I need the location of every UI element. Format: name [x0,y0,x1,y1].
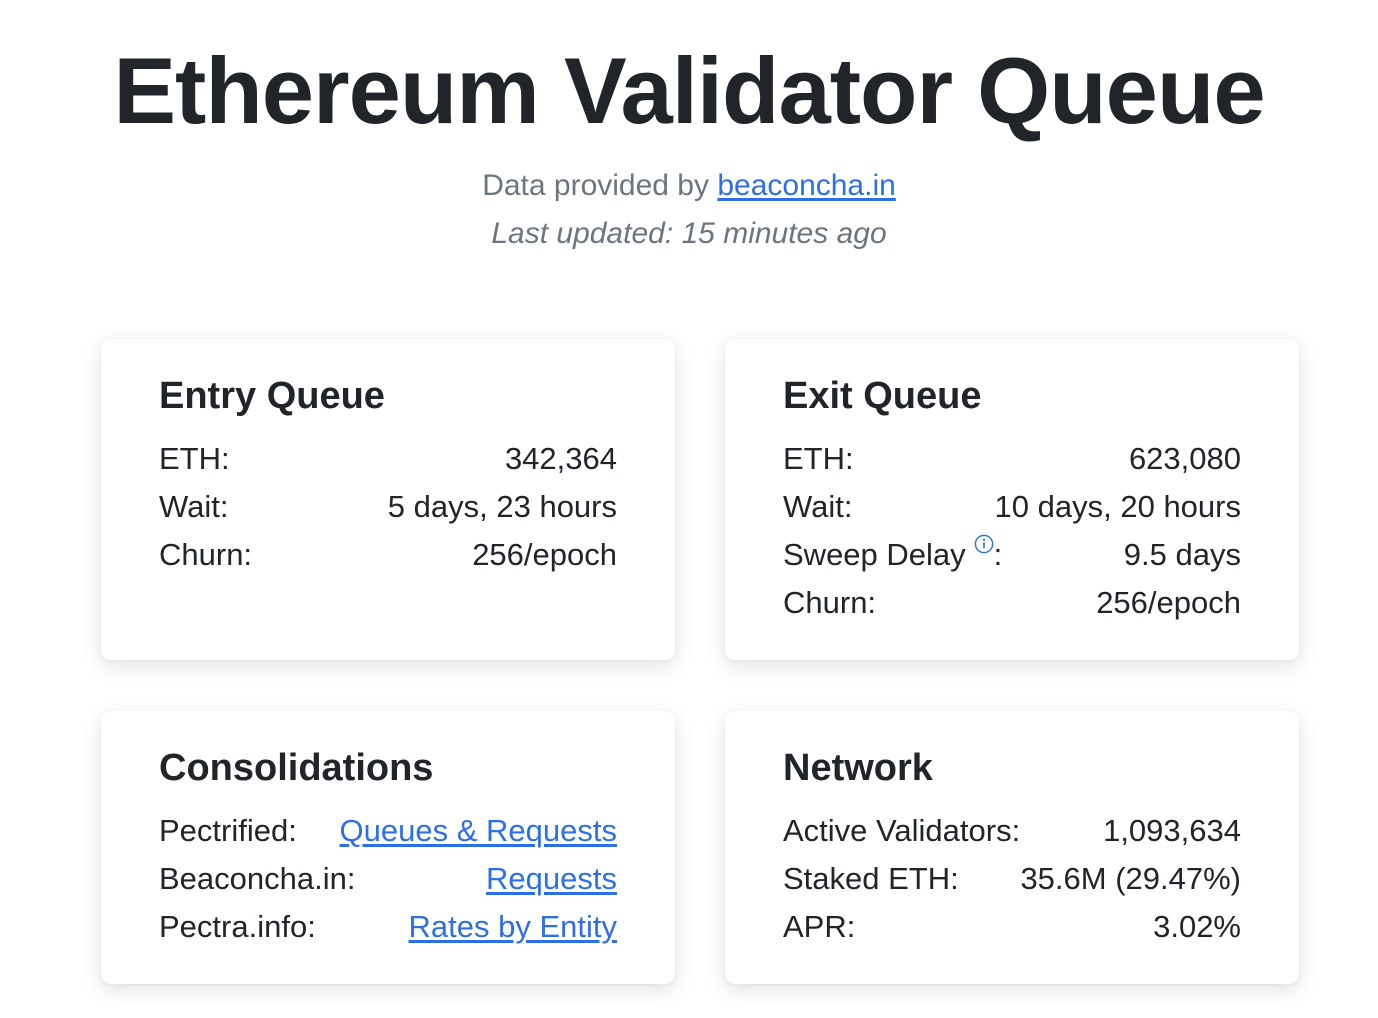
entry-eth-value: 342,364 [504,441,617,476]
sweep-delay-value: 9.5 days [1123,537,1241,572]
apr-value: 3.02% [1153,909,1241,944]
consolidations-card: Consolidations Pectrified: Queues & Requ… [101,711,675,984]
staked-eth-row: Staked ETH: 35.6M (29.47%) [783,855,1241,903]
exit-sweep-row: Sweep Delay: 9.5 days [783,531,1241,579]
exit-churn-row: Churn: 256/epoch [783,579,1241,627]
staked-eth-value: 35.6M (29.47%) [1020,861,1241,896]
sweep-delay-label-group: Sweep Delay: [783,531,1002,579]
beaconchain-consolidations-label: Beaconcha.in: [159,861,356,896]
active-validators-row: Active Validators: 1,093,634 [783,807,1241,855]
entry-churn-value: 256/epoch [472,537,617,572]
exit-wait-value: 10 days, 20 hours [994,489,1241,524]
exit-queue-title: Exit Queue [783,375,982,417]
beaconchain-consolidations-row: Beaconcha.in: Requests [159,855,617,903]
consolidations-title: Consolidations [159,747,434,789]
page-title: Ethereum Validator Queue [113,38,1265,143]
exit-churn-value: 256/epoch [1096,585,1241,620]
pectra-rates-by-entity-link[interactable]: Rates by Entity [408,909,617,944]
data-provider-prefix: Data provided by [482,169,718,202]
active-validators-value: 1,093,634 [1103,813,1241,848]
apr-label: APR: [783,909,856,944]
beaconchain-requests-link[interactable]: Requests [486,861,617,896]
entry-churn-label: Churn: [159,537,253,572]
pectrified-queues-requests-link[interactable]: Queues & Requests [339,813,617,848]
exit-eth-label: ETH: [783,441,854,476]
pectrified-label: Pectrified: [159,813,297,848]
data-provider-line: Data provided by beaconcha.in [0,166,1378,206]
entry-eth-label: ETH: [159,441,230,476]
exit-churn-label: Churn: [783,585,877,620]
sweep-delay-label: Sweep Delay [783,537,966,572]
info-icon[interactable] [974,534,994,554]
exit-wait-row: Wait: 10 days, 20 hours [783,483,1241,531]
entry-queue-card: Entry Queue ETH: 342,364 Wait: 5 days, 2… [101,339,675,660]
network-title: Network [783,747,933,789]
apr-row: APR: 3.02% [783,903,1241,951]
sweep-delay-colon: : [993,537,1003,572]
entry-churn-row: Churn: 256/epoch [159,531,617,579]
entry-wait-label: Wait: [159,489,229,524]
exit-eth-value: 623,080 [1128,441,1241,476]
network-card: Network Active Validators: 1,093,634 Sta… [725,711,1299,984]
exit-eth-row: ETH: 623,080 [783,435,1241,483]
exit-wait-label: Wait: [783,489,853,524]
pectra-info-row: Pectra.info: Rates by Entity [159,903,617,951]
entry-queue-title: Entry Queue [159,375,385,417]
pectra-info-label: Pectra.info: [159,909,316,944]
staked-eth-label: Staked ETH: [783,861,959,896]
entry-wait-value: 5 days, 23 hours [387,489,617,524]
beaconchain-link[interactable]: beaconcha.in [717,169,896,202]
entry-eth-row: ETH: 342,364 [159,435,617,483]
pectrified-row: Pectrified: Queues & Requests [159,807,617,855]
entry-wait-row: Wait: 5 days, 23 hours [159,483,617,531]
exit-queue-card: Exit Queue ETH: 623,080 Wait: 10 days, 2… [725,339,1299,660]
active-validators-label: Active Validators: [783,813,1021,848]
last-updated-text: Last updated: 15 minutes ago [491,217,887,250]
